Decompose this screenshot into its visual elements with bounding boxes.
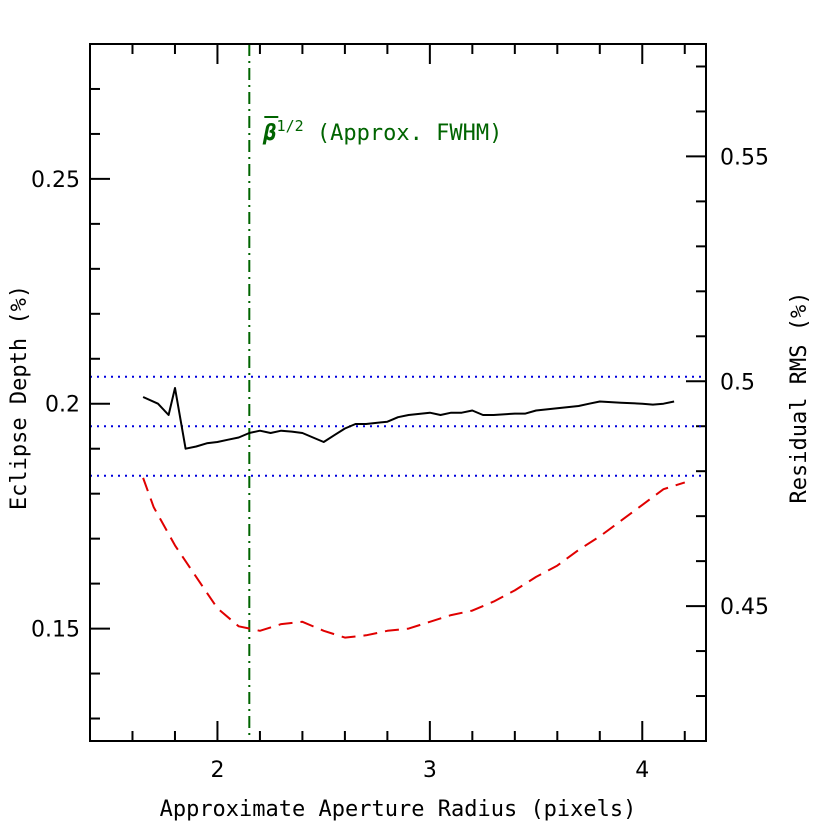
y-left-tick-label: 0.2 bbox=[45, 393, 80, 418]
y-axis-right-title: Residual RMS (%) bbox=[787, 292, 812, 504]
y-right-tick-label: 0.55 bbox=[720, 145, 769, 170]
series bbox=[142, 387, 686, 639]
y-right-tick-label: 0.5 bbox=[720, 370, 755, 395]
y-left-tick-label: 0.25 bbox=[31, 168, 80, 193]
x-axis-title: Approximate Aperture Radius (pixels) bbox=[160, 797, 637, 822]
annotation-label: (Approx. FWHM) bbox=[304, 121, 503, 146]
plot-frame bbox=[89, 43, 707, 742]
y-right-tick-label: 0.45 bbox=[720, 595, 769, 620]
y-left-tick-label: 0.15 bbox=[31, 618, 80, 643]
ticks bbox=[89, 44, 706, 741]
y-axis-left-title: Eclipse Depth (%) bbox=[7, 285, 32, 510]
x-tick-label: 4 bbox=[635, 758, 649, 783]
x-tick-label: 2 bbox=[210, 758, 224, 783]
reference-lines bbox=[90, 44, 706, 741]
tick-labels: 2 3 4 0.15 0.2 0.25 0.45 0.5 0.55 bbox=[31, 145, 769, 783]
fwhm-annotation: β1/2 (Approx. FWHM) bbox=[262, 116, 502, 146]
beta-superscript: 1/2 bbox=[277, 117, 304, 135]
residual-rms-line bbox=[142, 477, 686, 639]
x-tick-label: 3 bbox=[423, 758, 437, 783]
eclipse-depth-line bbox=[142, 387, 675, 450]
beta-symbol: β bbox=[262, 121, 276, 146]
fwhm-annotation-text: β1/2 (Approx. FWHM) bbox=[262, 117, 502, 146]
